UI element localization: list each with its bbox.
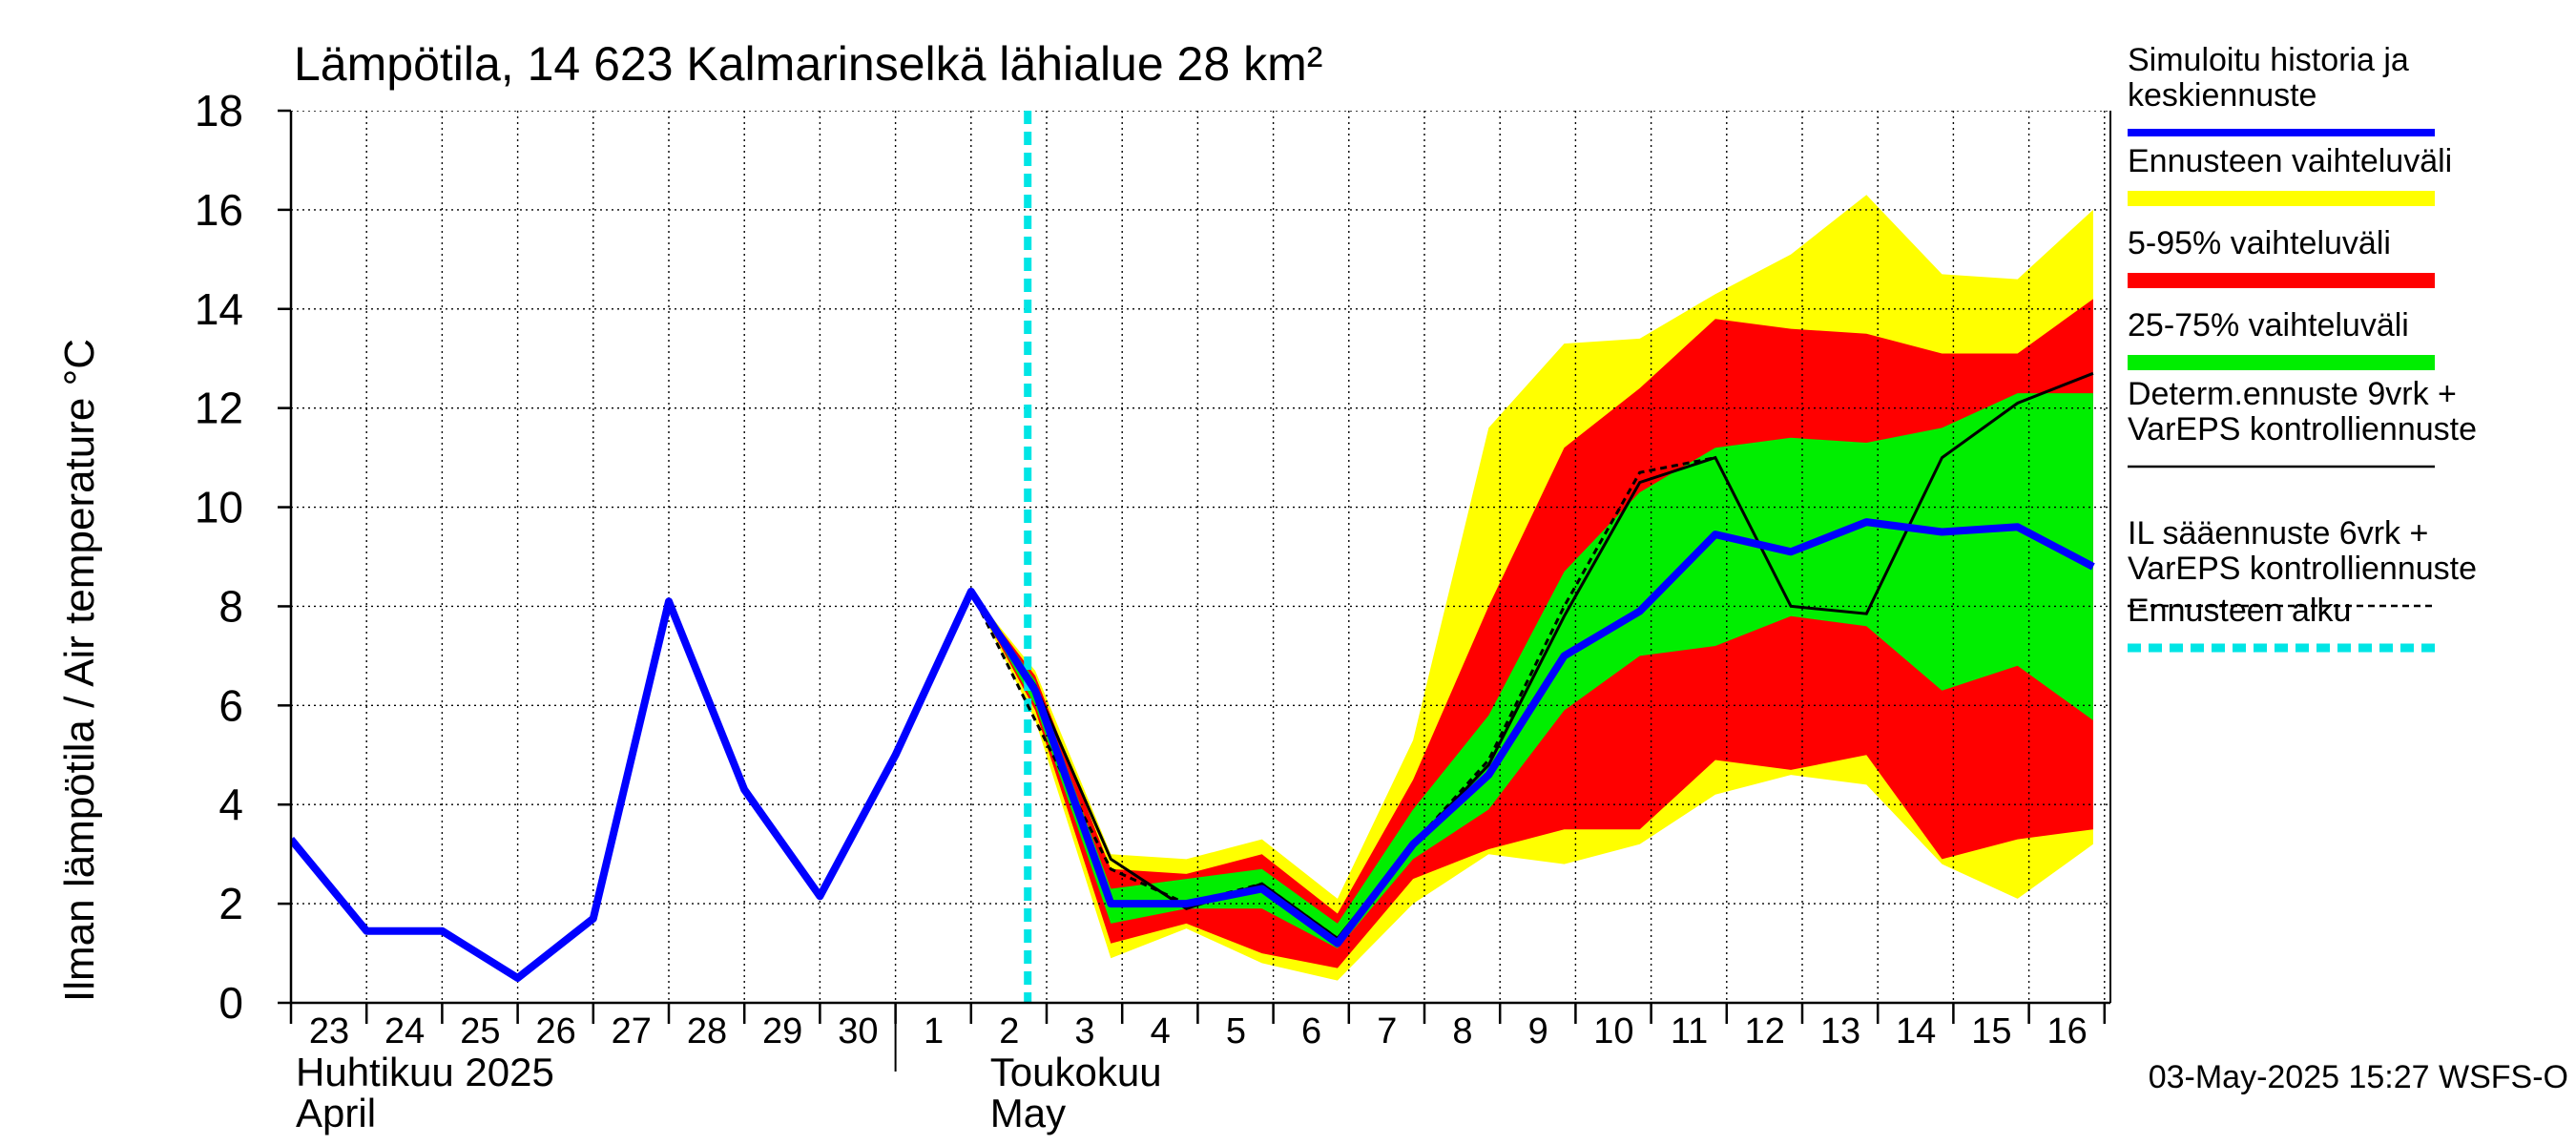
x-day-label: 8 — [1452, 1011, 1472, 1051]
y-tick-label: 6 — [218, 680, 243, 730]
legend-label: IL sääennuste 6vrk + — [2128, 515, 2428, 552]
series-simulated-history — [291, 518, 2095, 982]
x-day-label: 14 — [1896, 1011, 1936, 1051]
x-day-label: 6 — [1301, 1011, 1321, 1051]
x-day-label: 4 — [1151, 1011, 1171, 1051]
x-day-label: 7 — [1377, 1011, 1397, 1051]
x-day-label: 25 — [460, 1011, 500, 1051]
series-determ-forecast — [894, 371, 2094, 941]
legend-label: 5-95% vaihteluväli — [2128, 225, 2391, 261]
x-day-label: 10 — [1593, 1011, 1633, 1051]
y-axis-label: Ilman lämpötila / Air temperature °C — [56, 339, 103, 1002]
chart-title: Lämpötila, 14 623 Kalmarinselkä lähialue… — [294, 37, 1322, 91]
legend-label: keskiennuste — [2128, 77, 2316, 114]
x-day-label: 2 — [999, 1011, 1019, 1051]
x-day-label: 9 — [1528, 1011, 1548, 1051]
x-day-label: 16 — [2046, 1011, 2087, 1051]
x-day-label: 27 — [612, 1011, 652, 1051]
x-day-label: 15 — [1971, 1011, 2011, 1051]
y-tick-label: 14 — [195, 284, 243, 334]
legend-label: Ennusteen alku — [2128, 593, 2351, 629]
y-tick-label: 10 — [195, 483, 243, 532]
legend-label: VarEPS kontrolliennuste — [2128, 551, 2477, 587]
x-day-label: 12 — [1745, 1011, 1785, 1051]
x-day-label: 23 — [309, 1011, 349, 1051]
y-tick-label: 2 — [218, 879, 243, 928]
plot-content — [291, 111, 2110, 1003]
x-month-label-fi: Toukokuu — [990, 1050, 1162, 1094]
timestamp: 03-May-2025 15:27 WSFS-O — [2149, 1059, 2568, 1095]
x-day-label: 13 — [1820, 1011, 1860, 1051]
x-month-label-en: May — [990, 1091, 1066, 1135]
legend-label: VarEPS kontrolliennuste — [2128, 411, 2477, 448]
y-tick-label: 16 — [195, 185, 243, 235]
legend-label: 25-75% vaihteluväli — [2128, 307, 2409, 344]
x-day-label: 11 — [1671, 1011, 1708, 1051]
plot-area — [291, 111, 2110, 1003]
x-month-label-en: April — [296, 1091, 376, 1135]
y-tick-label: 12 — [195, 384, 243, 433]
legend-label: Determ.ennuste 9vrk + — [2128, 376, 2457, 412]
x-day-label: 28 — [687, 1011, 727, 1051]
x-day-label: 30 — [838, 1011, 878, 1051]
x-day-label: 29 — [762, 1011, 802, 1051]
x-month-label-fi: Huhtikuu 2025 — [296, 1050, 554, 1094]
y-tick-label: 8 — [218, 581, 243, 631]
y-tick-label: 4 — [218, 780, 243, 829]
y-tick-label: 0 — [218, 978, 243, 1028]
x-day-label: 1 — [924, 1011, 944, 1051]
x-day-label: 5 — [1226, 1011, 1246, 1051]
x-day-label: 24 — [384, 1011, 425, 1051]
x-day-label: 26 — [535, 1011, 575, 1051]
legend-label: Simuloitu historia ja — [2128, 42, 2409, 78]
x-day-label: 3 — [1074, 1011, 1094, 1051]
legend-label: Ennusteen vaihteluväli — [2128, 143, 2452, 179]
y-tick-label: 18 — [195, 86, 243, 135]
